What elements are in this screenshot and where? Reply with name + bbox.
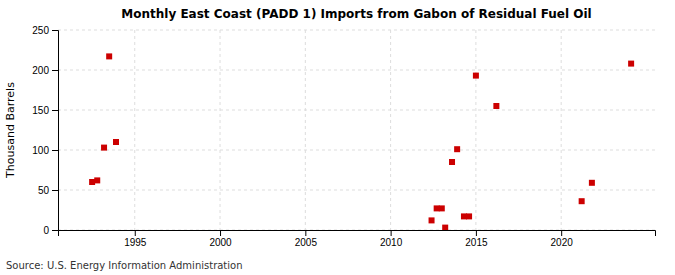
y-grid-line	[58, 150, 655, 151]
point	[454, 146, 460, 152]
point	[101, 145, 107, 151]
point	[493, 103, 499, 109]
point	[429, 217, 435, 223]
title: Monthly East Coast (PADD 1) Imports from…	[121, 7, 591, 21]
y-tick-label: 150	[32, 105, 49, 116]
y-axis: 0 50 100 150 200 250	[32, 25, 58, 236]
point	[442, 225, 448, 230]
y-tick-label: 50	[38, 185, 50, 196]
y-tick: 50	[38, 185, 58, 196]
x-grid-line	[134, 30, 135, 230]
y-tick: 100	[32, 145, 58, 156]
x-axis: 1995 2000 2005 2010 2015 2020	[59, 230, 656, 248]
point	[113, 139, 119, 145]
source-note: Source: U.S. Energy Information Administ…	[6, 260, 243, 271]
y-tick-label: 200	[32, 65, 49, 76]
x-grid-line	[561, 30, 562, 230]
point	[466, 213, 472, 219]
x-tick-mark	[391, 230, 392, 236]
points	[89, 53, 634, 230]
point	[473, 73, 479, 79]
y-tick: 200	[32, 65, 58, 76]
y-tick-mark	[52, 70, 58, 71]
x-tick: 1995	[124, 230, 147, 248]
x-tick-label: 2020	[551, 237, 574, 248]
y-tick-mark	[52, 230, 58, 231]
x-tick: 2005	[295, 230, 318, 248]
grid	[58, 30, 655, 230]
x-tick-label: 2015	[465, 237, 488, 248]
y-grid-line	[58, 110, 655, 111]
x-tick-mark	[135, 230, 136, 236]
point	[106, 53, 112, 59]
point	[94, 177, 100, 183]
y-tick-mark	[52, 190, 58, 191]
x-tick: 2015	[465, 230, 488, 248]
x-axis-line	[59, 231, 656, 237]
x-tick: 2020	[551, 230, 574, 248]
y-tick-label: 100	[32, 145, 49, 156]
y-grid-line	[58, 30, 655, 31]
point	[439, 205, 445, 211]
y-grid-line	[58, 70, 655, 71]
point	[461, 213, 467, 219]
x-grid-line	[305, 30, 306, 230]
y-tick-label: 0	[43, 225, 49, 236]
x-tick: 2010	[380, 230, 403, 248]
y-tick: 250	[32, 25, 58, 36]
point	[89, 179, 95, 185]
x-tick-mark	[220, 230, 221, 236]
x-grid-line	[220, 30, 221, 230]
point	[589, 180, 595, 186]
y-grid-line	[58, 190, 655, 191]
x-tick-label: 2000	[209, 237, 232, 248]
chart-container: 1995 2000 2005 2010 2015 2020 0 50 100 150 200 250 M…	[0, 0, 675, 275]
point	[628, 61, 634, 67]
x-tick-mark	[305, 230, 306, 236]
y-axis-line	[52, 31, 59, 231]
x-tick-label: 1995	[124, 237, 147, 248]
point	[449, 159, 455, 165]
x-tick-label: 2010	[380, 237, 403, 248]
point	[434, 205, 440, 211]
x-tick-mark	[561, 230, 562, 236]
x-grid-line	[390, 30, 391, 230]
y-tick-label: 250	[32, 25, 49, 36]
y-axis-title: Thousand Barrels	[4, 82, 17, 179]
point	[579, 198, 585, 204]
x-tick-label: 2005	[295, 237, 318, 248]
x-grid-line	[475, 30, 476, 230]
y-tick-mark	[52, 30, 58, 31]
x-tick-mark	[476, 230, 477, 236]
y-tick-mark	[52, 110, 58, 111]
plot-area: 1995 2000 2005 2010 2015 2020 0 50 100 150 200 250	[32, 25, 655, 248]
y-tick: 0	[43, 225, 58, 236]
y-tick: 150	[32, 105, 58, 116]
y-tick-mark	[52, 150, 58, 151]
x-tick: 2000	[209, 230, 232, 248]
chart-svg: 1995 2000 2005 2010 2015 2020 0 50 100 150 200 250 M…	[0, 0, 675, 275]
